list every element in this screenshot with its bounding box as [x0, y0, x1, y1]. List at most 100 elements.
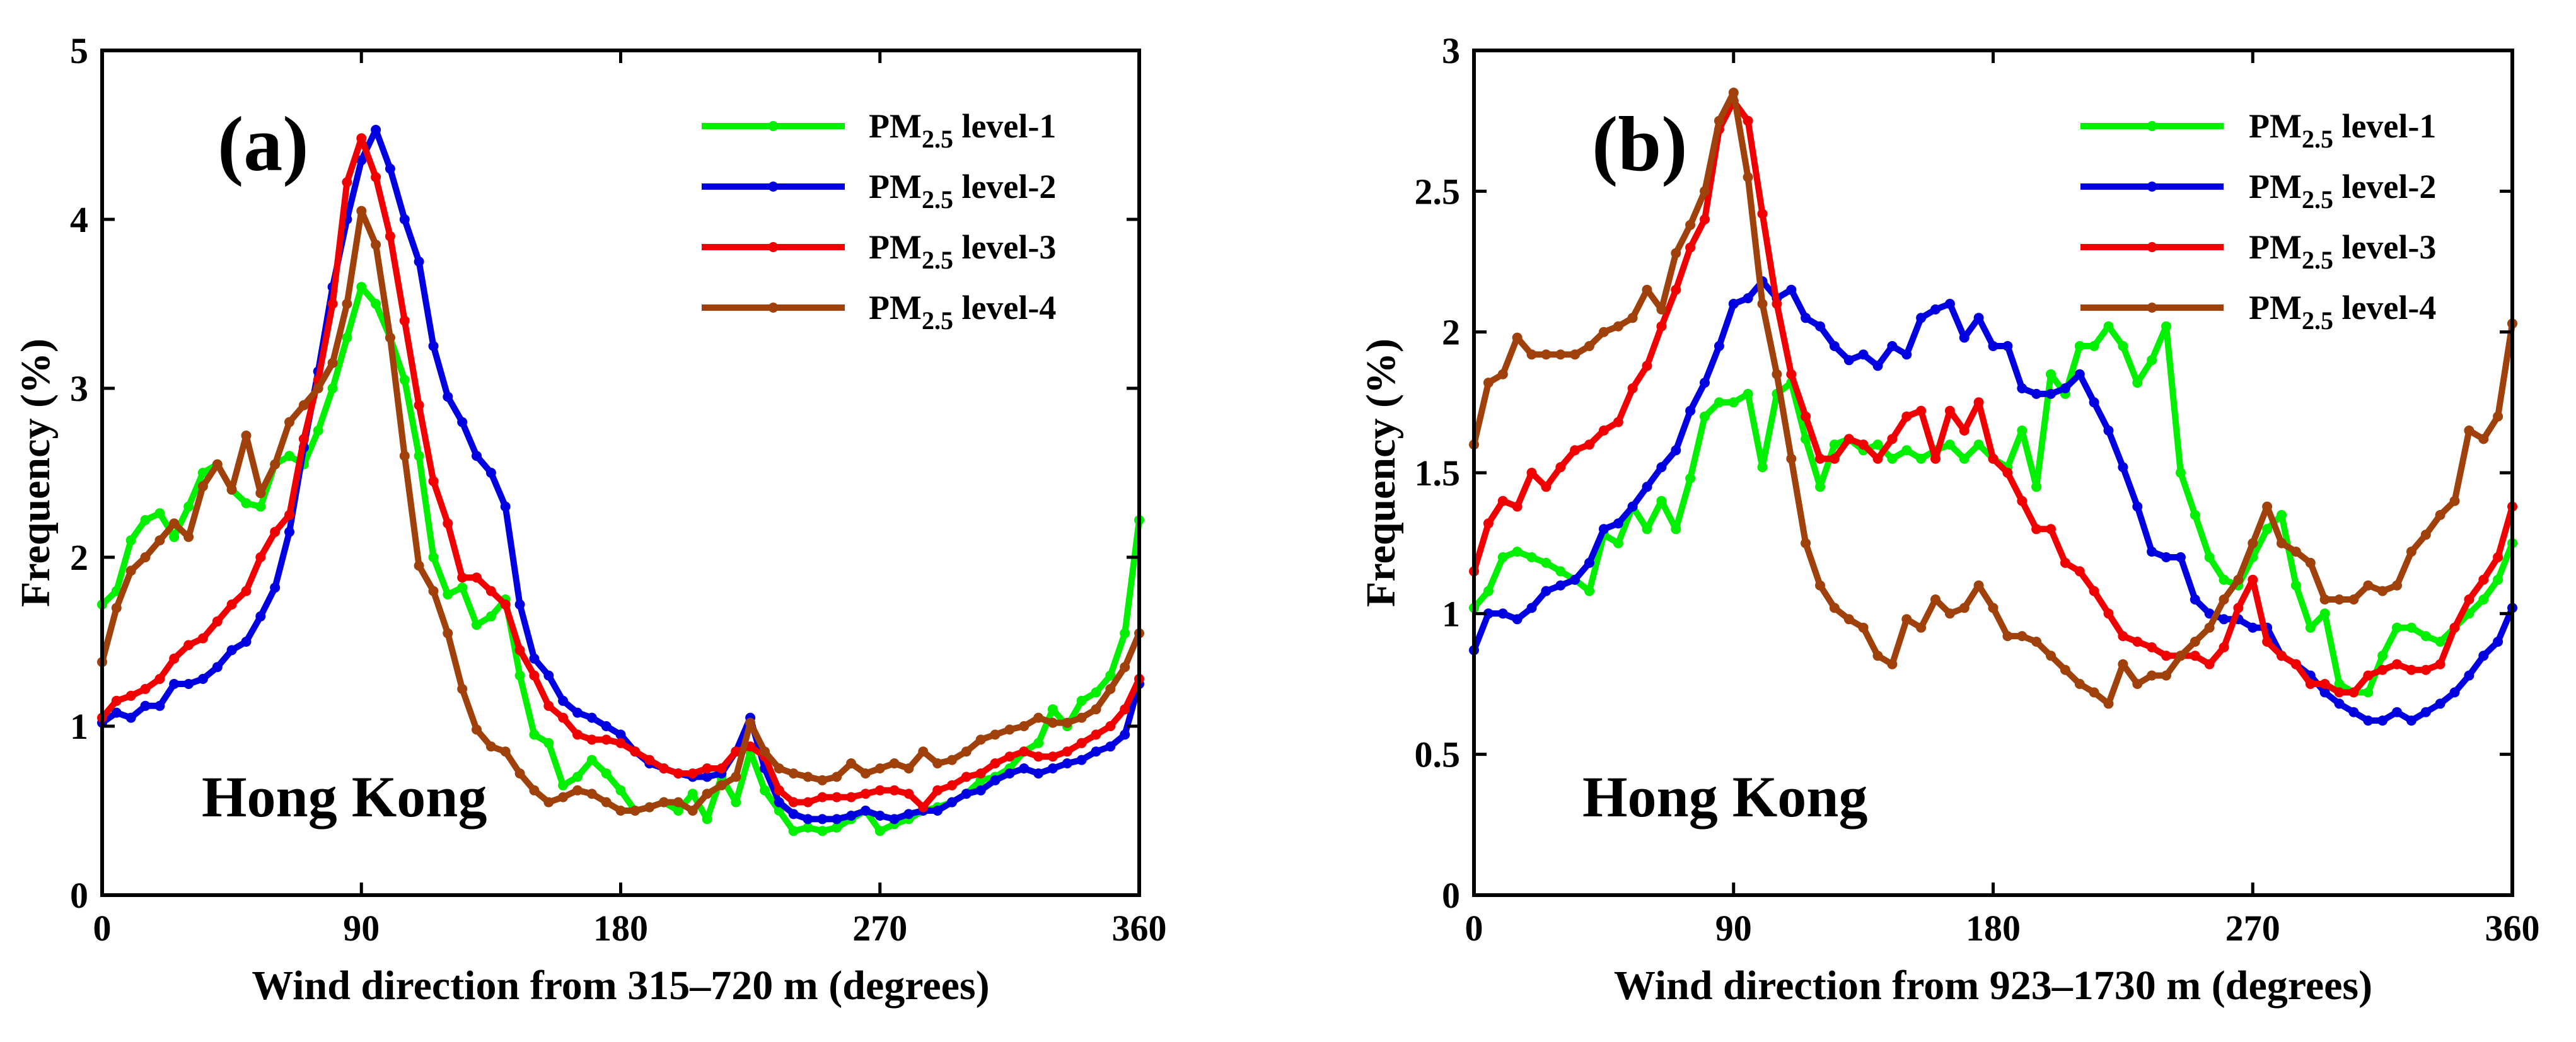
data-point [183, 679, 194, 689]
data-point [2319, 594, 2330, 605]
data-point [472, 451, 482, 461]
data-point [212, 616, 223, 627]
data-point [2363, 715, 2374, 726]
data-point [2449, 687, 2460, 698]
data-point [514, 645, 525, 656]
data-point [543, 670, 554, 681]
data-point [2420, 664, 2431, 675]
data-point [1959, 603, 1970, 613]
data-point [414, 560, 424, 571]
y-tick-label: 2.5 [1415, 171, 1461, 212]
data-point [1801, 434, 1811, 444]
data-point [644, 802, 655, 813]
data-point [414, 400, 424, 410]
data-point [2089, 341, 2099, 351]
data-point [1887, 659, 1898, 669]
y-axis-title: Frequency (%) [1358, 339, 1404, 607]
legend-item: PM2.5 level-2 [2080, 168, 2436, 214]
data-point [1930, 304, 1941, 315]
data-point [2493, 552, 2503, 562]
data-point [197, 481, 208, 492]
data-point [385, 332, 395, 343]
data-point [2305, 622, 2316, 633]
data-point [860, 768, 871, 779]
data-point [356, 206, 367, 216]
data-point [702, 763, 712, 773]
panel-label: (a) [218, 101, 309, 187]
data-point [2406, 547, 2416, 557]
data-point [1988, 341, 1999, 351]
data-point [975, 785, 986, 796]
data-point [1497, 369, 1508, 379]
legend-item: PM2.5 level-3 [702, 228, 1056, 274]
data-point [2204, 622, 2215, 633]
legend-swatch-marker [2147, 121, 2157, 131]
data-point [1872, 453, 1883, 464]
location-annotation: Hong Kong [202, 765, 487, 829]
data-point [601, 768, 612, 779]
data-point [817, 775, 828, 785]
legend-item: PM2.5 level-1 [2080, 107, 2436, 153]
data-point [558, 695, 569, 706]
data-point [1598, 425, 1609, 436]
data-point [1584, 557, 1594, 568]
data-point [1901, 349, 1912, 360]
data-point [1541, 586, 1552, 596]
data-point [2219, 614, 2229, 625]
data-point [1512, 332, 1523, 343]
data-point [1091, 687, 1101, 698]
data-point [1829, 603, 1840, 613]
data-point [2147, 547, 2157, 557]
data-point [371, 172, 381, 182]
data-point [1004, 751, 1015, 762]
data-point [399, 374, 410, 385]
data-point [1091, 729, 1101, 740]
data-point [961, 772, 972, 782]
data-point [2363, 670, 2374, 681]
data-point [1627, 501, 1638, 512]
data-point [601, 797, 612, 808]
legend-swatch-marker [2147, 182, 2157, 192]
data-point [615, 729, 626, 740]
data-point [2377, 586, 2388, 596]
data-point [2175, 552, 2186, 562]
legend-swatch-marker [768, 182, 779, 192]
data-point [687, 789, 698, 799]
data-point [918, 746, 929, 757]
data-point [2103, 698, 2114, 709]
data-point [1091, 746, 1101, 757]
series-4 [97, 206, 1144, 816]
data-point [2089, 687, 2099, 698]
data-point [1700, 186, 1710, 197]
data-point [558, 780, 569, 790]
data-point [1714, 115, 1724, 126]
data-point [1786, 284, 1797, 295]
data-point [2233, 603, 2244, 613]
x-tick-label: 360 [1112, 908, 1167, 949]
data-point [356, 133, 367, 144]
data-point [1685, 405, 1696, 416]
data-point [731, 772, 741, 782]
data-point [558, 792, 569, 802]
data-point [1642, 361, 1652, 371]
data-point [2435, 510, 2445, 520]
data-point [601, 734, 612, 745]
data-point [2262, 501, 2273, 512]
data-point [832, 814, 842, 825]
data-point [2002, 631, 2013, 642]
y-axis-title: Frequency (%) [13, 339, 59, 607]
data-point [1988, 453, 1999, 464]
data-point [2031, 388, 2042, 399]
data-point [1483, 378, 1494, 388]
data-point [832, 772, 842, 782]
data-point [1613, 518, 1623, 529]
data-point [774, 763, 784, 773]
data-point [572, 707, 583, 718]
legend-item: PM2.5 level-2 [702, 168, 1056, 214]
data-point [1959, 425, 1970, 436]
data-point [990, 729, 1001, 740]
data-point [1512, 501, 1523, 512]
data-point [2334, 687, 2345, 698]
data-point [1973, 580, 1984, 591]
y-tick-label: 4 [70, 199, 88, 240]
